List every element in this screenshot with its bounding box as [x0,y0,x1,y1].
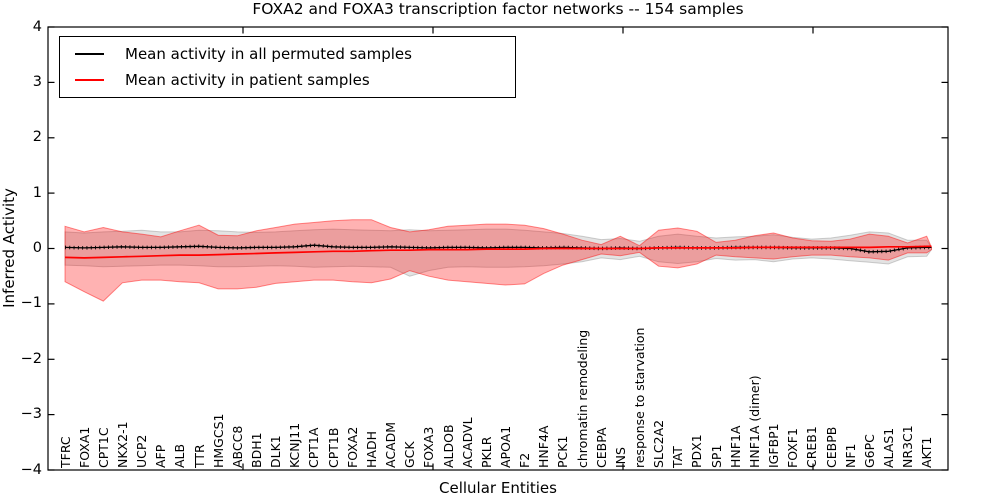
x-tick-label: SLC2A2 [651,419,667,468]
x-tick-label: FOXF1 [785,428,801,468]
x-tick-label: CREB1 [804,426,820,468]
x-tick-label: TTR [191,444,207,468]
y-tick-label: −3 [20,406,42,423]
x-tick-label: AKT1 [919,436,935,468]
x-tick-label: INS [612,447,628,468]
x-tick-label: HNF1A [727,425,743,468]
x-tick-label: NR3C1 [900,425,916,468]
x-tick-label: PDX1 [689,434,705,468]
x-tick-label: CPT1C [95,427,111,468]
x-tick-label: FOXA2 [344,426,360,468]
red-line-swatch [75,79,104,81]
x-tick-label: response to starvation [632,327,647,469]
x-tick-label: PCK1 [555,435,571,468]
x-tick-label: ACADM [383,421,399,468]
x-tick-label: F2 [517,452,533,468]
x-tick-label: TFRC [57,436,73,468]
x-tick-label: TAT [670,446,686,468]
x-tick-label: HADH [363,431,379,468]
x-tick-label: G6PC [861,434,877,468]
y-tick-label: 3 [32,73,42,90]
x-tick-label: SP1 [708,444,724,468]
x-tick-label: HNF1A (dimer) [746,375,762,468]
x-tick-label: AFP [153,444,169,468]
y-tick-label: −4 [20,461,42,478]
x-tick-label: IGFBP1 [766,423,782,468]
black-line-swatch [75,53,104,55]
legend: Mean activity in all permuted samples Me… [59,36,516,98]
permuted-samples-range-band [64,228,932,277]
x-tick-label: PKLR [478,436,494,468]
legend-item-permuted: Mean activity in all permuted samples [75,45,515,63]
x-tick-label: APOA1 [497,425,513,468]
x-tick-label: BDH1 [249,432,264,468]
x-tick-label: CPT1B [325,427,341,468]
x-tick-label: GCK [402,441,418,468]
series-line-patient [64,245,932,259]
x-tick-label: ABCC8 [229,425,245,468]
x-tick-label: FOXA3 [421,426,437,468]
chart-title: FOXA2 and FOXA3 transcription factor net… [252,0,744,18]
legend-label-patient: Mean activity in patient samples [125,71,370,89]
x-tick-label: ACADVL [459,417,475,468]
x-tick-label: FOXA1 [76,426,92,468]
x-tick-label: CEBPB [823,426,839,468]
x-tick-label: ALDOB [440,424,456,468]
legend-label-permuted: Mean activity in all permuted samples [125,45,412,63]
y-tick-label: −2 [20,350,42,367]
x-tick-label: HNF4A [536,425,552,468]
x-tick-label: HMGCS1 [210,413,226,469]
x-tick-label: NKX2-1 [114,421,130,468]
y-tick-label: 4 [32,18,42,35]
x-axis-label: Cellular Entities [439,479,557,497]
x-tick-label: ALAS1 [880,427,896,468]
legend-item-patient: Mean activity in patient samples [75,71,515,89]
x-tick-label: UCP2 [134,434,150,468]
x-tick-label: NF1 [842,443,858,469]
x-tick-label: KCNJ11 [287,422,303,468]
x-tick-label: CPT1A [306,427,322,468]
patient-samples-range-band [64,219,932,302]
y-tick-label: −1 [20,295,42,312]
x-tick-label: chromatin remodeling [574,329,590,468]
y-tick-label: 2 [32,129,42,146]
x-tick-label: DLK1 [268,435,284,468]
y-tick-label: 1 [32,184,42,201]
x-tick-label: CEBPA [593,427,609,469]
x-tick-label: ALB [172,443,188,468]
y-tick-label: 0 [32,240,42,256]
